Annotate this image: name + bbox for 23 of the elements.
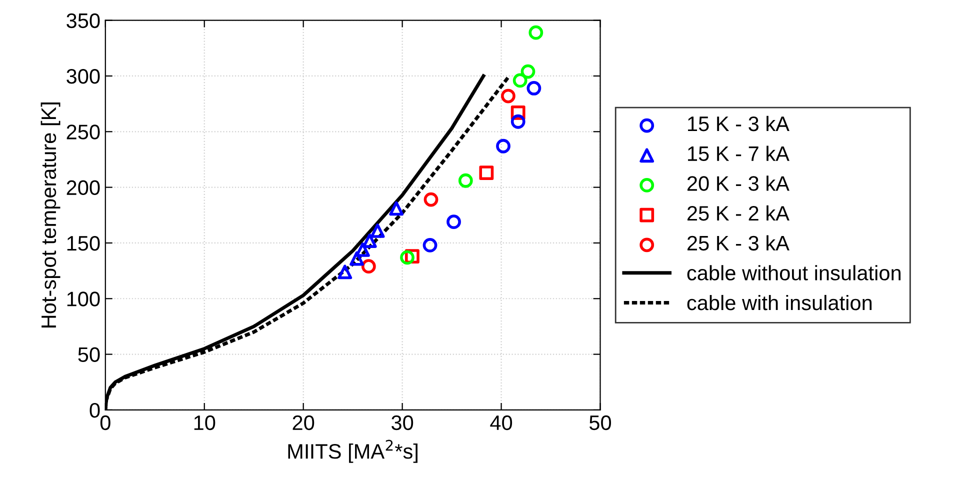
legend-label: cable with insulation	[687, 294, 872, 310]
y-tick-label: 0	[90, 402, 100, 418]
y-tick-label: 100	[67, 292, 100, 306]
x-tick-label: 30	[392, 415, 414, 430]
x-tick-label: 10	[194, 415, 216, 430]
y-tick-label: 300	[66, 68, 100, 84]
legend-label: 25 K - 2 kA	[687, 205, 790, 221]
y-tick-label: 50	[78, 347, 100, 362]
y-tick-label: 350	[66, 13, 100, 28]
x-tick-label: 50	[589, 415, 612, 430]
legend-label: 15 K - 7 kA	[688, 146, 790, 162]
x-tick-label: 20	[292, 415, 314, 430]
y-tick-label: 200	[66, 180, 100, 196]
legend-label: 15 K - 3 kA	[688, 116, 790, 132]
legend-label: 20 K - 3 kA	[687, 176, 790, 191]
y-tick-label: 250	[66, 124, 100, 140]
y-tick-label: 150	[67, 236, 100, 251]
x-tick-label: 0	[100, 415, 110, 430]
legend-label: cable without insulation	[687, 265, 900, 280]
legend-label: 25 K - 3 kA	[687, 235, 790, 251]
x-tick-label: 40	[490, 415, 512, 430]
x-axis-title: MIITS [MA$^{2}$*s]	[288, 440, 418, 463]
y-axis-title: Hot-spot temperature [K]	[40, 102, 60, 328]
